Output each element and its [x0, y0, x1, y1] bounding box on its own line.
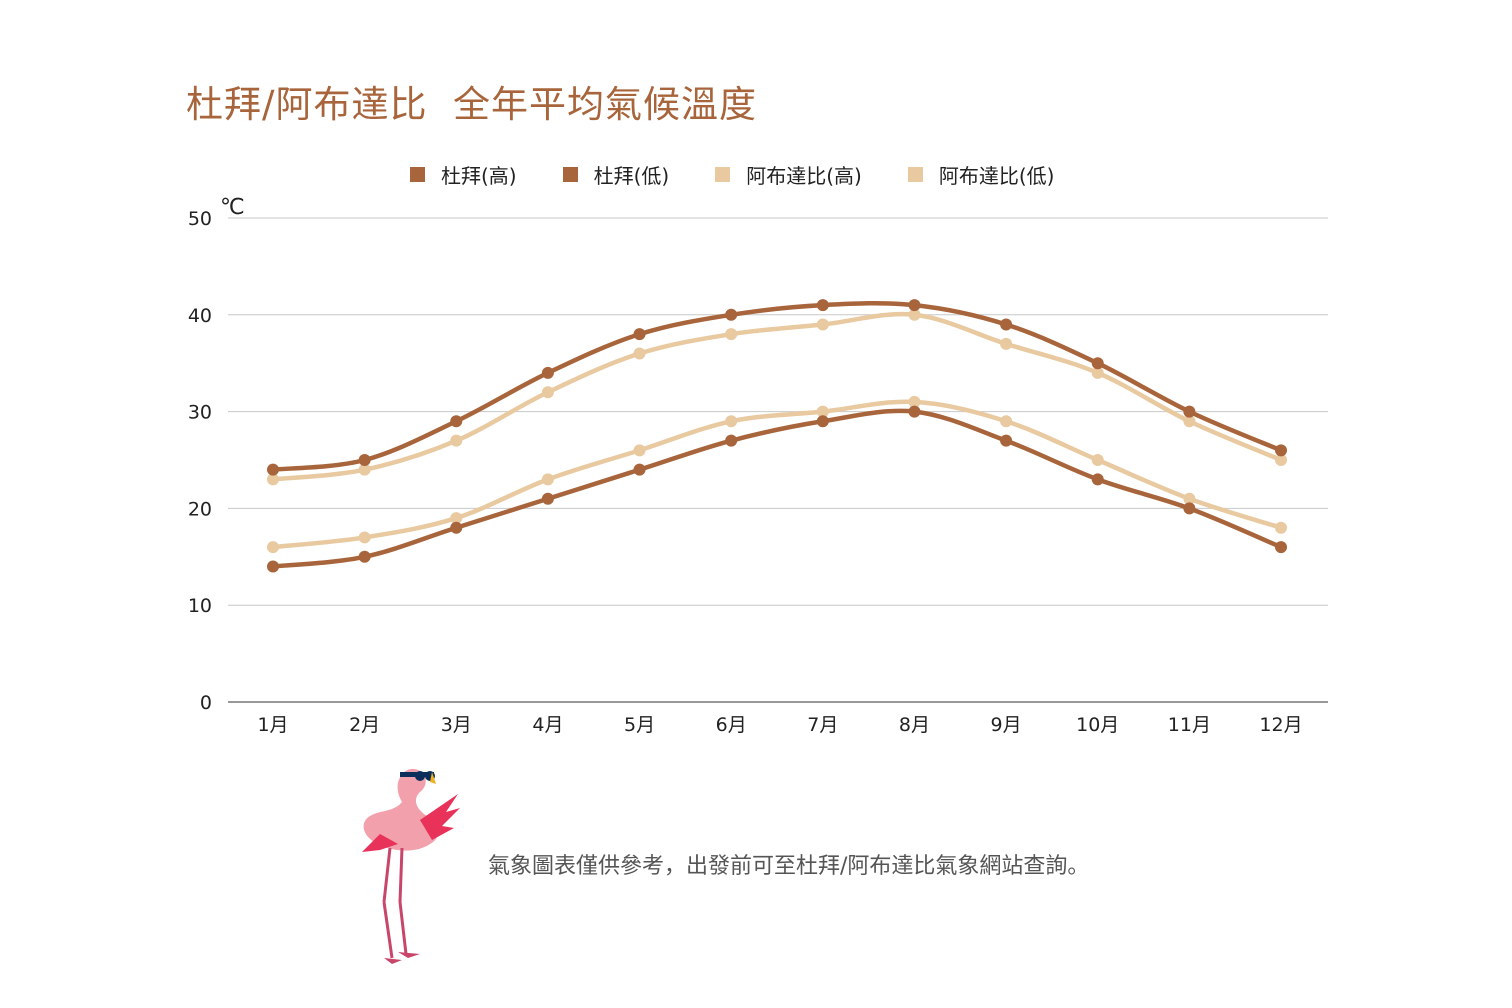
- data-point: [816, 405, 829, 418]
- data-point: [450, 434, 463, 447]
- y-tick-label: 20: [188, 498, 212, 520]
- data-point: [541, 366, 554, 379]
- data-point: [1183, 502, 1196, 515]
- data-point: [541, 386, 554, 399]
- data-point: [541, 492, 554, 505]
- data-point: [1000, 434, 1013, 447]
- legend-label: 杜拜(低): [593, 164, 670, 188]
- x-tick-label: 12月: [1259, 714, 1302, 736]
- data-point: [1091, 454, 1104, 466]
- data-point: [1000, 415, 1013, 428]
- y-tick-label: 10: [188, 595, 212, 617]
- data-point: [1091, 366, 1104, 379]
- x-tick-label: 2月: [349, 714, 380, 736]
- legend-item: 阿布達比(高): [715, 160, 862, 189]
- legend-item: 杜拜(高): [410, 160, 517, 189]
- x-tick-label: 4月: [532, 714, 563, 736]
- flamingo-illustration: [362, 768, 460, 964]
- y-tick-label: 0: [200, 692, 212, 714]
- x-tick-label: 10月: [1076, 714, 1119, 736]
- data-point: [267, 541, 279, 554]
- data-point: [1275, 454, 1287, 466]
- y-tick-label: 50: [188, 208, 212, 230]
- data-point: [358, 454, 371, 466]
- data-point: [633, 328, 646, 341]
- y-unit-label: ℃: [220, 195, 245, 220]
- data-point: [908, 299, 921, 312]
- data-point: [633, 463, 646, 476]
- data-point: [267, 473, 279, 486]
- data-point: [725, 434, 738, 447]
- data-point: [816, 415, 829, 428]
- series-line: [272, 399, 1282, 550]
- data-point: [725, 328, 738, 341]
- data-point: [358, 550, 371, 563]
- series-line: [272, 408, 1282, 569]
- legend-swatch: [410, 167, 425, 182]
- data-point: [450, 415, 463, 428]
- data-point: [358, 463, 371, 476]
- x-tick-label: 1月: [257, 714, 288, 736]
- data-point: [1000, 318, 1013, 331]
- data-point: [908, 405, 921, 418]
- y-tick-label: 40: [188, 305, 212, 327]
- legend-swatch: [715, 167, 731, 182]
- data-point: [725, 308, 738, 321]
- data-point: [1183, 405, 1196, 418]
- legend-swatch: [562, 167, 578, 182]
- data-point: [1183, 415, 1196, 428]
- line-chart: ℃ 0 10 20 30 40 50 1月 2月 3月 4月 5月 6月 7月 8月 9月 10月 11月 12月: [188, 195, 1328, 736]
- x-tick-label: 9月: [991, 714, 1022, 736]
- legend-label: 阿布達比(低): [938, 164, 1055, 188]
- data-point: [1000, 337, 1013, 350]
- data-point: [1091, 357, 1104, 370]
- legend: 杜拜(高) 杜拜(低) 阿布達比(高) 阿布達比(低): [410, 160, 1100, 189]
- x-tick-label: 3月: [441, 714, 472, 736]
- x-tick-label: 7月: [807, 714, 838, 736]
- data-point: [816, 318, 829, 331]
- legend-label: 杜拜(高): [441, 164, 517, 188]
- data-point: [1183, 492, 1196, 505]
- data-point: [267, 560, 279, 573]
- data-point: [541, 473, 554, 486]
- data-point: [1275, 444, 1287, 457]
- x-tick-label: 5月: [624, 714, 655, 736]
- x-tick-label: 8月: [899, 714, 930, 736]
- x-tick-label: 6月: [716, 714, 747, 736]
- data-point: [1275, 521, 1287, 534]
- series-line: [272, 301, 1282, 472]
- y-tick-label: 30: [188, 402, 212, 424]
- data-point: [1275, 541, 1287, 554]
- legend-label: 阿布達比(高): [746, 164, 862, 188]
- data-point: [633, 347, 646, 360]
- data-point: [450, 512, 463, 525]
- legend-item: 杜拜(低): [562, 160, 670, 189]
- data-point: [1091, 473, 1104, 486]
- data-point: [450, 521, 463, 534]
- series-line: [272, 311, 1282, 482]
- legend-item: 阿布達比(低): [907, 160, 1055, 189]
- disclaimer-note: 氣象圖表僅供參考，出發前可至杜拜/阿布達比氣象網站查詢。: [488, 854, 1090, 879]
- data-point: [725, 415, 738, 428]
- x-tick-label: 11月: [1168, 714, 1211, 736]
- data-point: [358, 531, 371, 544]
- chart-title: 杜拜/阿布達比 全年平均氣候溫度: [186, 83, 757, 126]
- data-point: [816, 299, 829, 312]
- data-point: [633, 444, 646, 457]
- data-point: [267, 463, 279, 476]
- data-point: [908, 308, 921, 321]
- legend-swatch: [907, 167, 923, 182]
- data-point: [908, 395, 921, 408]
